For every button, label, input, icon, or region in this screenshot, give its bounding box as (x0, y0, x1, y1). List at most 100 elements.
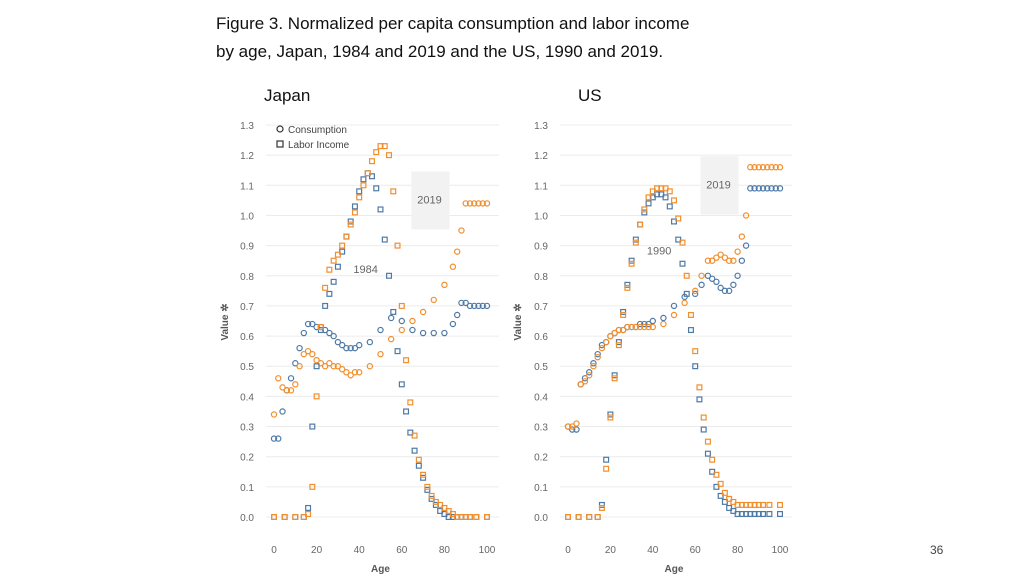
japan-labor-income-1984-point (415, 462, 422, 469)
us-labor-income-1990-point (717, 492, 724, 499)
japan-labor-income-2019-point (394, 242, 401, 249)
us-labor-income-2019-point (649, 188, 656, 195)
japan-x-tick-label: 80 (439, 545, 451, 556)
us-consumption-1990-point (660, 314, 667, 322)
japan-y-tick-label: 0.5 (240, 362, 254, 373)
us-labor-income-1990-point (726, 504, 733, 511)
us-labor-income-2019-point (586, 513, 593, 520)
japan-y-tick-label: 1.0 (240, 211, 254, 222)
us-labor-income-2019-point (675, 215, 682, 222)
japan-consumption-2019-point (338, 366, 346, 373)
us-consumption-2019-point (717, 251, 724, 258)
us-consumption-1990-point (586, 369, 593, 376)
japan-y-tick-label: 1.3 (240, 121, 254, 132)
us-consumption-2019-point (670, 311, 678, 319)
us-x-tick-label: 0 (565, 545, 571, 556)
japan-labor-income-1984-point (356, 188, 363, 195)
us-consumption-1990-point (742, 242, 750, 249)
us-labor-income-1990-point (624, 281, 631, 288)
japan-year-annotation: 2019 (417, 194, 441, 206)
japan-labor-income-2019-point (300, 513, 307, 520)
us-y-tick-label: 0.1 (534, 483, 548, 494)
us-labor-income-1990-point (692, 363, 699, 370)
japan-labor-income-1984-point (386, 272, 393, 279)
japan-labor-income-2019-point (368, 158, 375, 165)
japan-consumption-2019-point (351, 369, 359, 376)
us-consumption-1990-point (598, 341, 606, 349)
us-consumption-2019-point (698, 272, 705, 279)
us-labor-income-2019-point (603, 465, 610, 472)
us-consumption-1990-point (759, 185, 767, 192)
us-consumption-2019-point (776, 164, 784, 171)
us-labor-income-2019-point (760, 501, 767, 508)
us-labor-income-2019-point (564, 513, 571, 520)
us-labor-income-1990-point (666, 203, 673, 210)
us-consumption-2019-point (636, 323, 644, 331)
japan-labor-income-1984-point (326, 290, 333, 297)
japan-labor-income-1984-point (381, 236, 388, 243)
us-consumption-1990-point (738, 257, 746, 264)
japan-labor-income-2019-point (292, 513, 299, 520)
japan-y-tick-label: 0.9 (240, 242, 254, 253)
japan-labor-income-1984-point (428, 495, 435, 502)
japan-y-tick-label: 0.1 (240, 483, 254, 494)
japan-labor-income-2019-point (339, 242, 346, 249)
us-labor-income-2019-point (776, 501, 783, 508)
japan-labor-income-2019-point (334, 251, 341, 258)
us-labor-income-2019-point (637, 221, 644, 228)
page-number: 36 (930, 543, 944, 557)
us-consumption-1990-point (670, 302, 678, 310)
us-consumption-2019-point (581, 378, 589, 385)
japan-labor-income-2019-point (351, 209, 358, 216)
japan-labor-income-2019-point (484, 513, 491, 520)
japan-labor-income-2019-point (449, 510, 456, 517)
japan-consumption-1984-point (279, 408, 286, 415)
japan-labor-income-1984-point (322, 302, 329, 309)
us-labor-income-2019-point (713, 471, 720, 478)
us-labor-income-1990-point (637, 221, 644, 228)
japan-labor-income-2019-point (390, 188, 397, 195)
us-labor-income-2019-point (679, 239, 686, 246)
us-labor-income-2019-point (624, 284, 631, 291)
japan-labor-income-1984-point (411, 447, 418, 454)
japan-consumption-1984-point (466, 302, 474, 310)
japan-y-tick-label: 1.1 (240, 181, 254, 192)
japan-consumption-1984-point (292, 360, 299, 367)
us-labor-income-2019-point (670, 197, 677, 204)
japan-consumption-1984-point (458, 299, 465, 307)
us-x-axis-label: Age (665, 564, 684, 575)
japan-y-tick-label: 0.3 (240, 423, 254, 434)
japan-x-tick-label: 100 (479, 545, 496, 556)
us-labor-income-1990-point (730, 507, 737, 514)
us-labor-income-2019-point (594, 513, 601, 520)
japan-labor-income-2019-point (386, 152, 393, 159)
us-consumption-2019-point (725, 257, 733, 264)
japan-labor-income-2019-point (309, 483, 316, 490)
us-year-annotation: 1990 (647, 246, 671, 258)
us-consumption-2019-point (738, 233, 746, 240)
japan-consumption-1984-point (441, 329, 448, 337)
japan-labor-income-1984-point (424, 486, 431, 493)
japan-labor-income-1984-point (347, 218, 354, 225)
japan-panel-title: Japan (264, 86, 311, 105)
us-y-tick-label: 0.0 (534, 513, 548, 524)
us-x-tick-label: 60 (690, 545, 702, 556)
japan-consumption-2019-point (479, 200, 486, 207)
us-labor-income-2019-point (662, 185, 669, 192)
us-labor-income-2019-point (598, 504, 605, 511)
japan-x-tick-label: 40 (354, 545, 366, 556)
japan-labor-income-2019-point (322, 284, 329, 291)
us-consumption-2019-point (649, 323, 657, 331)
japan-consumption-2019-point (313, 357, 320, 364)
us-consumption-1990-point (721, 287, 729, 295)
japan-consumption-2019-point (398, 326, 405, 334)
us-consumption-2019-point (628, 323, 635, 331)
us-labor-income-1990-point (598, 501, 605, 508)
us-labor-income-1990-point (658, 191, 665, 198)
japan-consumption-1984-point (334, 338, 342, 346)
japan-consumption-1984-point (479, 302, 486, 310)
japan-consumption-1984-point (356, 341, 363, 349)
legend-label: Labor Income (288, 140, 350, 151)
us-labor-income-1990-point (683, 290, 690, 297)
japan-labor-income-2019-point (313, 393, 320, 400)
